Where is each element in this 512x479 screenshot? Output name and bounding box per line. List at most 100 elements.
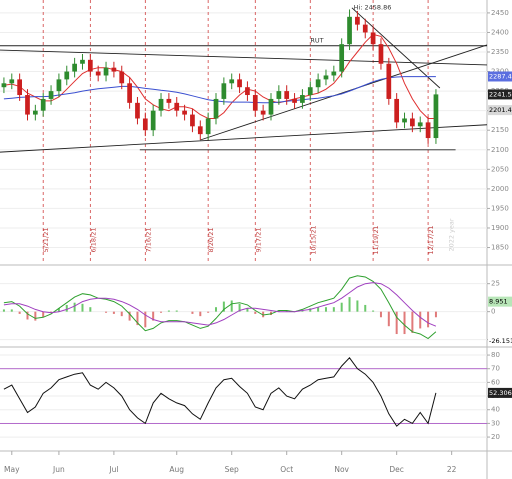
candle-body: [119, 71, 125, 84]
histogram-bar: [10, 309, 13, 312]
histogram-bar: [81, 303, 84, 312]
histogram-bar: [50, 311, 53, 313]
candle-body: [394, 98, 400, 123]
candle-body: [355, 16, 360, 25]
histogram-bar: [152, 311, 155, 321]
candle-body: [190, 114, 195, 127]
histogram-bar: [207, 311, 210, 313]
histogram-bar: [112, 311, 115, 314]
histogram-bar: [434, 311, 437, 318]
annotation: RUT: [310, 37, 323, 45]
y-tick-label: 60: [491, 378, 500, 386]
histogram-bar: [215, 307, 218, 312]
candle-body: [331, 71, 337, 76]
price-tag-label: 8.951: [489, 298, 508, 306]
histogram-bar: [387, 311, 390, 327]
candle-body: [378, 44, 384, 64]
trendline: [0, 49, 488, 66]
histogram-bar: [2, 309, 5, 312]
candle-body: [347, 16, 352, 45]
macd-line: [3, 282, 437, 327]
date-label: 12/17/21: [427, 225, 435, 254]
histogram-bar: [332, 307, 335, 312]
candle-body: [213, 98, 219, 119]
y-tick-label: 25: [491, 280, 500, 288]
histogram-bar: [372, 310, 375, 312]
price-tag-label: 2241.58: [489, 90, 512, 98]
x-tick-label: Nov: [334, 465, 349, 474]
candle-body: [25, 95, 30, 115]
y-tick-label: 1850: [491, 244, 509, 252]
candle-body: [205, 118, 211, 135]
histogram-bar: [175, 310, 178, 312]
candle-body: [402, 118, 407, 123]
histogram-bar: [191, 311, 194, 314]
histogram-bar: [57, 308, 60, 312]
y-tick-label: 30: [491, 419, 500, 427]
x-tick-label: Sep: [225, 465, 239, 474]
histogram-bar: [356, 300, 359, 312]
x-tick-label: Jun: [52, 465, 65, 474]
date-label: 11/19/21: [372, 225, 380, 254]
histogram-bar: [427, 311, 430, 328]
price-tag: [488, 89, 512, 100]
candle-body: [300, 95, 305, 103]
trendline: [200, 44, 488, 141]
candle-body: [9, 79, 15, 84]
candle-body: [80, 59, 85, 64]
trendline: [0, 124, 488, 153]
candle-body: [166, 98, 172, 103]
histogram-bar: [254, 311, 257, 314]
candle-body: [72, 63, 77, 72]
histogram-bar: [309, 308, 312, 312]
candle-body: [182, 110, 187, 115]
histogram-bar: [167, 310, 170, 312]
histogram-bar: [26, 311, 29, 320]
moving-average: [3, 33, 436, 119]
candle-body: [370, 32, 376, 45]
x-tick-label: Aug: [169, 465, 184, 474]
candle-body: [386, 63, 392, 99]
price-tag-label: 2287.42: [489, 72, 512, 80]
histogram-bar: [317, 307, 320, 312]
annotation: Hi: 2458.86: [354, 3, 392, 11]
candle-body: [268, 98, 274, 115]
price-tag: [488, 71, 512, 82]
y-tick-label: 0: [491, 308, 495, 316]
y-tick-label: 1950: [491, 204, 509, 212]
year-label: 2022 year: [448, 218, 456, 251]
candle-body: [260, 110, 266, 115]
candle-body: [48, 91, 54, 99]
date-label: 8/20/21: [207, 227, 215, 252]
histogram-bar: [128, 311, 131, 321]
x-tick-label: Jul: [108, 465, 118, 474]
histogram-bar: [73, 302, 76, 312]
y-tick-label: 1900: [491, 224, 509, 232]
price-tag: [488, 387, 512, 398]
candle-body: [229, 79, 235, 84]
candle-body: [425, 122, 431, 139]
histogram-bar: [246, 308, 249, 312]
y-tick-label: 2000: [491, 185, 509, 193]
y-tick-label: 2400: [491, 28, 509, 36]
x-tick-label: Oct: [280, 465, 293, 474]
candle-body: [292, 98, 297, 103]
date-label: 9/17/21: [254, 227, 262, 252]
y-tick-label: 2100: [491, 146, 509, 154]
date-label: 6/18/21: [89, 227, 97, 252]
trendline: [351, 7, 441, 89]
histogram-bar: [419, 311, 422, 329]
candle-body: [410, 118, 415, 127]
price-tag: [488, 105, 512, 116]
histogram-bar: [230, 300, 233, 312]
date-label: 7/16/21: [144, 227, 152, 252]
y-tick-label: 70: [491, 365, 500, 373]
y-tick-label: 2050: [491, 165, 509, 173]
candle-body: [284, 91, 290, 99]
y-tick-label: 20: [491, 433, 500, 441]
macd-line: [3, 275, 437, 340]
histogram-bar: [348, 297, 351, 312]
histogram-bar: [301, 310, 304, 312]
candle-body: [315, 79, 321, 88]
y-tick-label: 2350: [491, 48, 509, 56]
